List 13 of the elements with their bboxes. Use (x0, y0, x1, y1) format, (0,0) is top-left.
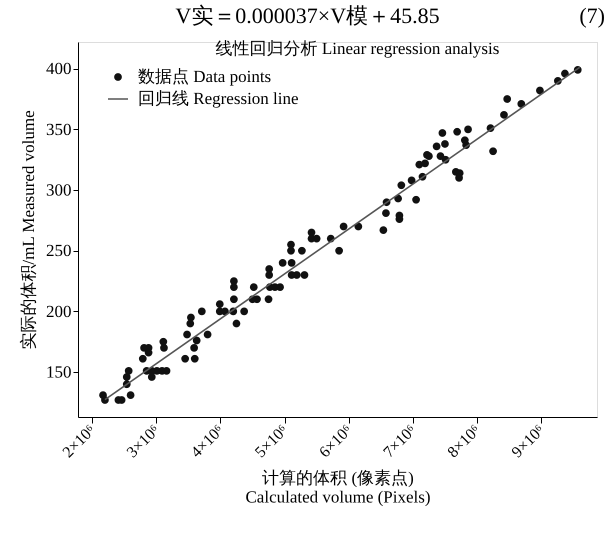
y-tick-label: 250 (46, 241, 72, 260)
y-tick-label: 300 (46, 180, 72, 200)
y-tick-label: 200 (46, 302, 72, 321)
text: V实＝0.000037×V模＋45.85 (175, 3, 440, 28)
y-tick-label: 150 (46, 362, 72, 382)
text: (7) (579, 3, 605, 28)
y-tick-label: 350 (46, 120, 72, 139)
x-axis-title: 计算的体积 (像素点) Calculated volume (Pixels) (245, 468, 431, 506)
y-tick-label: 400 (46, 59, 72, 78)
legend-label: 数据点 Data points (138, 67, 272, 86)
y-axis-title: 实际的体积/mL Measured volume (19, 110, 38, 350)
legend-label: 回归线 Regression line (138, 89, 299, 108)
chart-title: 线性回归分析 Linear regression analysis (216, 39, 500, 58)
